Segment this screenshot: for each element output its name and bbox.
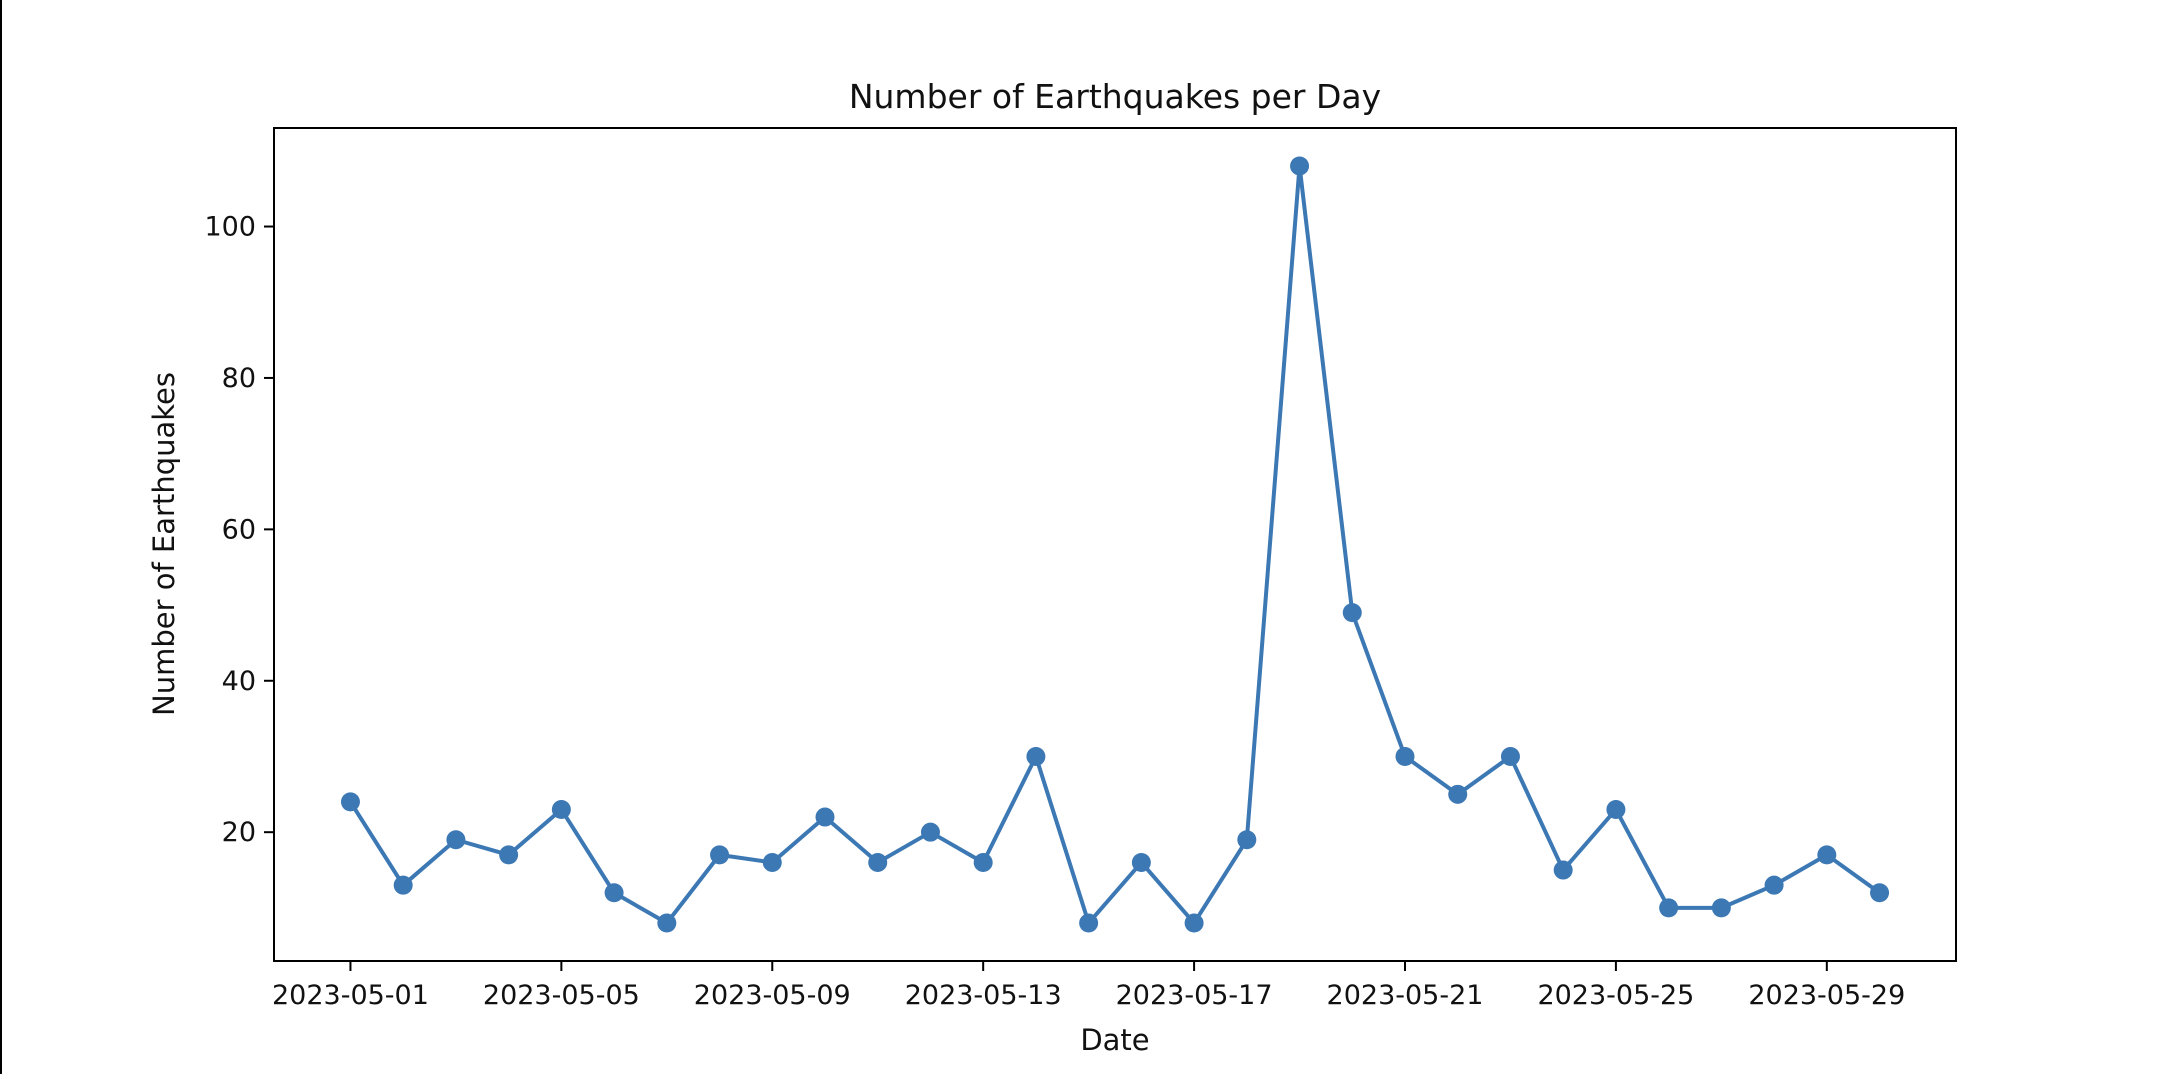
data-point bbox=[1553, 860, 1573, 880]
x-tick-label: 2023-05-29 bbox=[1748, 980, 1905, 1011]
data-point bbox=[1026, 746, 1046, 766]
data-point bbox=[1817, 845, 1837, 865]
y-tick-label: 100 bbox=[204, 212, 256, 243]
data-point bbox=[1500, 746, 1520, 766]
data-point bbox=[710, 845, 730, 865]
x-tick-label: 2023-05-09 bbox=[694, 980, 851, 1011]
data-point bbox=[920, 822, 940, 842]
data-point bbox=[1079, 913, 1099, 933]
data-point bbox=[1395, 746, 1415, 766]
plot-area-frame bbox=[273, 127, 1957, 962]
data-point bbox=[1659, 898, 1679, 918]
y-tick-label: 40 bbox=[222, 666, 256, 697]
data-point bbox=[1764, 875, 1784, 895]
figure-left-border bbox=[0, 0, 2, 1074]
data-point bbox=[1290, 156, 1310, 176]
data-point bbox=[499, 845, 519, 865]
y-tick-label: 60 bbox=[222, 514, 256, 545]
data-point bbox=[446, 830, 466, 850]
x-tick-label: 2023-05-13 bbox=[905, 980, 1062, 1011]
x-tick-label: 2023-05-25 bbox=[1537, 980, 1694, 1011]
data-point bbox=[1711, 898, 1731, 918]
x-axis: 2023-05-01 2023-05-05 2023-05-09 2023-05-13… bbox=[272, 961, 1905, 1011]
data-point bbox=[815, 807, 835, 827]
x-tick-label: 2023-05-05 bbox=[483, 980, 640, 1011]
data-point bbox=[1237, 830, 1257, 850]
data-point bbox=[551, 799, 571, 819]
data-point bbox=[604, 883, 624, 903]
y-tick-label: 80 bbox=[222, 363, 256, 394]
data-point bbox=[393, 875, 413, 895]
x-tick-label: 2023-05-01 bbox=[272, 980, 429, 1011]
y-axis: 20 40 60 80 100 bbox=[204, 212, 274, 848]
data-point bbox=[340, 792, 360, 812]
data-point bbox=[1870, 883, 1890, 903]
x-tick-label: 2023-05-17 bbox=[1116, 980, 1273, 1011]
data-point bbox=[868, 852, 888, 872]
data-point bbox=[762, 852, 782, 872]
data-point bbox=[657, 913, 677, 933]
chart-title: Number of Earthquakes per Day bbox=[849, 77, 1381, 116]
series-line bbox=[348, 163, 1881, 926]
data-point bbox=[1131, 852, 1151, 872]
x-tick-label: 2023-05-21 bbox=[1327, 980, 1484, 1011]
y-axis-label: Number of Earthquakes bbox=[147, 372, 181, 716]
x-axis-label: Date bbox=[1080, 1023, 1149, 1057]
data-point bbox=[973, 852, 993, 872]
series-layer bbox=[340, 156, 1890, 933]
data-point bbox=[1606, 799, 1626, 819]
data-point bbox=[1342, 603, 1362, 623]
data-point bbox=[1184, 913, 1204, 933]
y-tick-label: 20 bbox=[222, 817, 256, 848]
data-point bbox=[1448, 784, 1468, 804]
